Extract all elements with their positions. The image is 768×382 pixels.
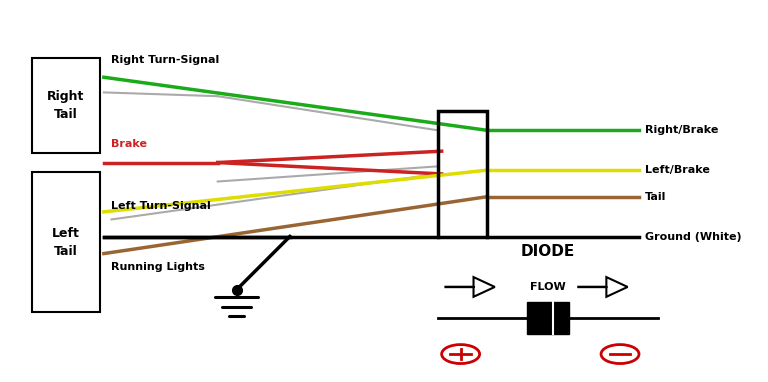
Circle shape [601,345,639,364]
Circle shape [442,345,479,364]
Text: Tail: Tail [645,192,667,202]
Text: FLOW: FLOW [530,282,566,292]
Bar [31,58,100,153]
Text: Running Lights: Running Lights [111,262,205,272]
Text: Right
Tail: Right Tail [47,90,84,121]
Text: Left Turn-Signal: Left Turn-Signal [111,201,211,211]
Bar [31,172,100,312]
FancyArrow shape [445,277,495,297]
Text: Left
Tail: Left Tail [52,227,80,258]
Text: Right Turn-Signal: Right Turn-Signal [111,55,220,65]
Bar [438,112,487,236]
FancyArrow shape [578,277,627,297]
Text: DIODE: DIODE [521,244,575,259]
Text: Brake: Brake [111,139,147,149]
Text: Left/Brake: Left/Brake [645,165,710,175]
Text: Ground (White): Ground (White) [645,231,742,241]
Text: Right/Brake: Right/Brake [645,125,718,135]
Bar [527,302,569,334]
